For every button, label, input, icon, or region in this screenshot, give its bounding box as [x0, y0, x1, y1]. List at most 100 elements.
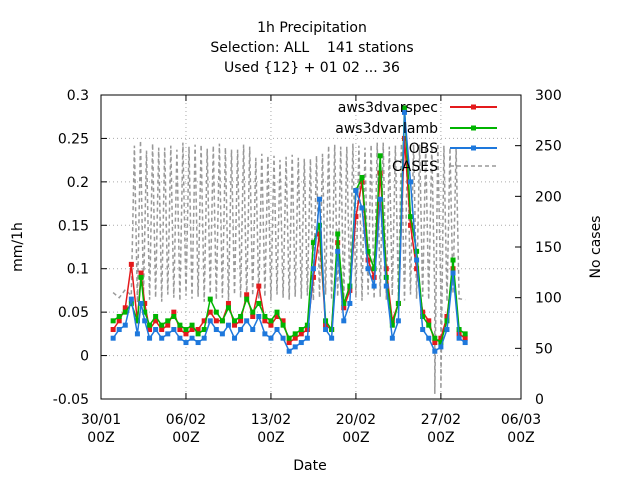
data-point: [365, 257, 371, 263]
data-point: [438, 335, 444, 341]
y-tick-label: 0.1: [67, 262, 89, 278]
y2-tick-label: 100: [535, 291, 562, 307]
data-point: [122, 309, 128, 315]
legend: aws3dvarspec aws3dvarlamb OBS CASES: [335, 100, 497, 175]
data-point: [274, 309, 280, 315]
data-point: [280, 322, 286, 328]
data-point: [195, 340, 201, 346]
data-point: [353, 188, 359, 194]
data-point: [316, 222, 322, 228]
data-point: [232, 318, 238, 324]
data-point: [377, 170, 383, 176]
data-point: [304, 335, 310, 341]
data-point: [207, 318, 213, 324]
data-point: [323, 327, 329, 333]
x-tick-label-time: 00Z: [87, 430, 114, 446]
data-point: [365, 248, 371, 254]
data-point: [408, 214, 414, 220]
data-point: [353, 214, 359, 220]
data-point: [377, 196, 383, 202]
data-point: [171, 313, 177, 319]
data-point: [274, 313, 280, 319]
data-point: [195, 327, 201, 333]
data-point: [450, 257, 456, 263]
y2-tick-label: 50: [535, 341, 553, 357]
y-tick-label: 0.2: [67, 175, 89, 191]
x-tick-label-time: 00Z: [172, 430, 199, 446]
data-point: [256, 313, 262, 319]
data-point: [232, 322, 238, 328]
data-point: [383, 283, 389, 289]
y-tick-label: 0.15: [58, 218, 89, 234]
series-layer: [110, 105, 468, 394]
data-point: [377, 153, 383, 159]
data-point: [298, 331, 304, 337]
series-line-cases: [112, 140, 466, 394]
data-point: [177, 327, 183, 333]
chart-title-line-3: Used {12} + 01 02 ... 36: [224, 60, 400, 76]
y-tick-label: 0.3: [67, 88, 89, 104]
data-point: [177, 335, 183, 341]
data-point: [304, 327, 310, 333]
chart-title-line-1: 1h Precipitation: [257, 20, 367, 36]
data-point: [365, 266, 371, 272]
data-point: [177, 322, 183, 328]
data-point: [153, 327, 159, 333]
data-point: [347, 300, 353, 306]
data-point: [408, 179, 414, 185]
data-point: [116, 318, 122, 324]
data-point: [401, 109, 407, 115]
data-point: [420, 327, 426, 333]
data-point: [238, 327, 244, 333]
data-point: [238, 318, 244, 324]
data-point: [438, 344, 444, 350]
data-point: [286, 348, 292, 354]
legend-item: CASES: [392, 159, 497, 175]
data-point: [142, 318, 148, 324]
data-point: [201, 327, 207, 333]
data-point: [142, 300, 148, 306]
y-tick-label: 0.25: [58, 131, 89, 147]
data-point: [329, 335, 335, 341]
data-point: [444, 327, 450, 333]
data-point: [426, 322, 432, 328]
data-point: [292, 335, 298, 341]
data-point: [213, 309, 219, 315]
data-point: [371, 283, 377, 289]
data-point: [207, 309, 213, 315]
data-point: [298, 340, 304, 346]
y-tick-label: 0: [80, 349, 89, 365]
data-point: [147, 322, 153, 328]
data-point: [426, 318, 432, 324]
data-point: [432, 335, 438, 341]
data-point: [147, 335, 153, 341]
data-point: [316, 196, 322, 202]
x-tick-label-time: 00Z: [257, 430, 284, 446]
data-point: [213, 318, 219, 324]
data-point: [244, 296, 250, 302]
data-point: [159, 322, 165, 328]
data-point: [280, 318, 286, 324]
y2-tick-label: 300: [535, 88, 562, 104]
x-axis: 30/01 00Z 06/02 00Z 13/02 00Z 20/02 00Z 27/02 00Z…: [81, 95, 541, 446]
data-point: [292, 344, 298, 350]
data-point: [414, 266, 420, 272]
data-point: [414, 257, 420, 263]
data-point: [244, 318, 250, 324]
data-point: [195, 331, 201, 337]
data-point: [189, 322, 195, 328]
data-point: [298, 327, 304, 333]
legend-marker: [471, 125, 476, 131]
data-point: [138, 270, 144, 276]
data-point: [280, 335, 286, 341]
grid: [101, 95, 521, 399]
data-point: [207, 296, 213, 302]
data-point: [426, 335, 432, 341]
data-point: [335, 231, 341, 237]
data-point: [262, 313, 268, 319]
data-point: [159, 327, 165, 333]
y2-axis: 0 50 100 150 200 250 300: [515, 88, 562, 408]
data-point: [232, 335, 238, 341]
data-point: [462, 335, 468, 341]
data-point: [256, 300, 262, 306]
